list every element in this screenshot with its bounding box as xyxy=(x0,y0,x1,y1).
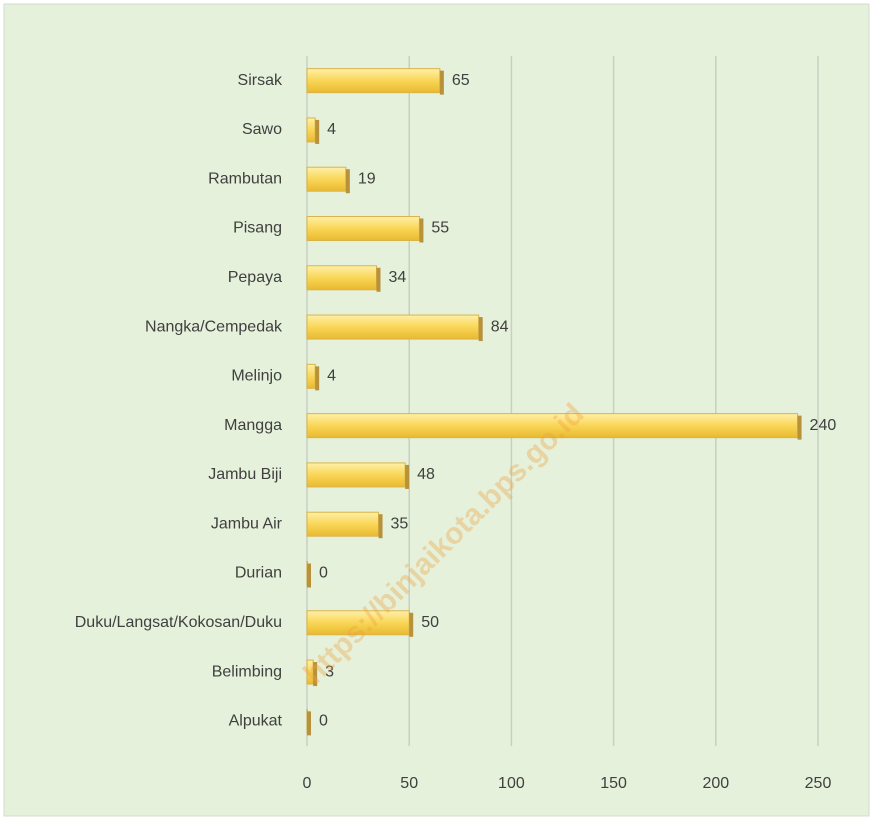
data-label: 0 xyxy=(319,713,328,730)
bar xyxy=(306,314,480,340)
y-tick-label: Sawo xyxy=(242,121,282,138)
y-tick-label: Jambu Biji xyxy=(208,466,282,483)
bar xyxy=(306,117,316,143)
y-tick-label: Rambutan xyxy=(208,170,282,187)
y-tick-label: Mangga xyxy=(224,417,282,434)
bar-side xyxy=(307,563,311,588)
x-tick-label: 0 xyxy=(303,775,312,792)
data-label: 84 xyxy=(491,318,509,335)
bar-side xyxy=(307,711,311,736)
bar-side xyxy=(419,218,424,243)
bar xyxy=(306,511,380,537)
bar xyxy=(306,462,406,488)
bar-side xyxy=(405,464,410,489)
bar-side xyxy=(315,366,320,391)
data-label: 50 xyxy=(421,614,439,631)
data-label: 19 xyxy=(358,170,376,187)
bar-side xyxy=(313,662,318,687)
bar-side xyxy=(797,415,802,440)
y-tick-label: Pepaya xyxy=(228,269,282,286)
y-tick-label: Sirsak xyxy=(238,72,283,89)
bar xyxy=(306,216,420,241)
data-label: 35 xyxy=(391,515,409,532)
y-tick-label: Belimbing xyxy=(212,663,282,680)
data-label: 55 xyxy=(431,220,449,237)
x-tick-label: 50 xyxy=(400,775,418,792)
bar-side xyxy=(439,70,444,95)
y-tick-label: Pisang xyxy=(233,220,282,237)
bar xyxy=(306,68,441,94)
y-tick-label: Melinjo xyxy=(231,368,282,385)
y-tick-label: Durian xyxy=(235,565,282,582)
bar xyxy=(306,363,316,389)
x-tick-label: 150 xyxy=(600,775,627,792)
data-label: 4 xyxy=(327,368,336,385)
data-label: 65 xyxy=(452,72,470,89)
bar-side xyxy=(376,267,381,292)
bar-side xyxy=(315,119,320,144)
bar-side xyxy=(378,514,383,539)
bar xyxy=(306,265,377,291)
y-tick-label: Nangka/Cempedak xyxy=(145,318,283,335)
y-tick-label: Alpukat xyxy=(229,713,283,730)
bar xyxy=(306,166,347,192)
y-tick-label: Duku/Langsat/Kokosan/Duku xyxy=(75,614,282,631)
chart-background xyxy=(3,3,870,817)
bar-side xyxy=(409,612,414,637)
data-label: 0 xyxy=(319,565,328,582)
x-tick-label: 100 xyxy=(498,775,525,792)
x-tick-label: 200 xyxy=(702,775,729,792)
data-label: 240 xyxy=(810,417,837,434)
bar xyxy=(306,610,410,636)
data-label: 3 xyxy=(325,663,334,680)
y-tick-label: Jambu Air xyxy=(211,515,283,532)
x-tick-label: 250 xyxy=(805,775,832,792)
data-label: 48 xyxy=(417,466,435,483)
bar xyxy=(306,413,799,439)
bar-side xyxy=(345,169,350,194)
bar-side xyxy=(478,317,483,342)
data-label: 4 xyxy=(327,121,336,138)
data-label: 34 xyxy=(388,269,406,286)
